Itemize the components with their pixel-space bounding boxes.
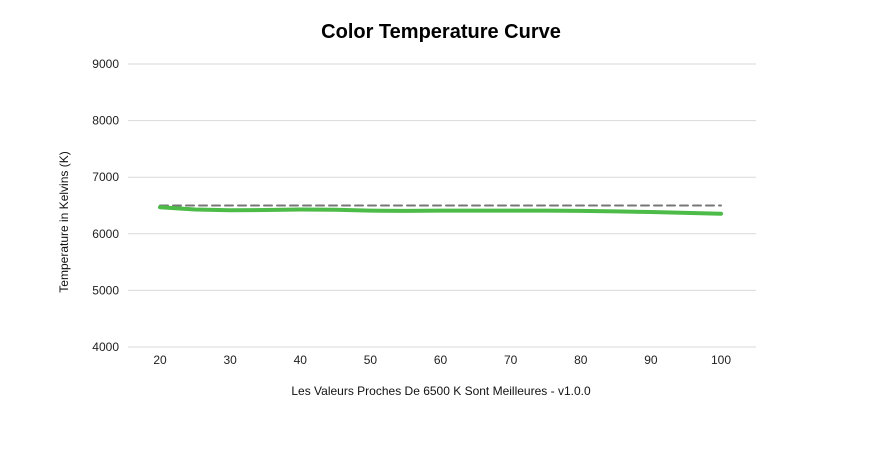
y-tick-label-5000: 5000 bbox=[92, 283, 119, 297]
x-tick-label-60: 60 bbox=[434, 353, 448, 367]
chart-title: Color Temperature Curve bbox=[321, 21, 561, 43]
x-axis-ticks: 20 30 40 50 60 70 80 90 100 bbox=[153, 353, 731, 367]
x-tick-label-40: 40 bbox=[294, 353, 308, 367]
x-tick-label-70: 70 bbox=[504, 353, 518, 367]
x-tick-label-80: 80 bbox=[574, 353, 588, 367]
grid-lines bbox=[128, 63, 756, 348]
y-tick-label-4000: 4000 bbox=[92, 340, 119, 354]
x-tick-label-50: 50 bbox=[364, 353, 378, 367]
y-tick-label-9000: 9000 bbox=[92, 57, 119, 71]
plot-series bbox=[158, 204, 723, 216]
y-tick-label-6000: 6000 bbox=[92, 227, 119, 241]
y-axis-ticks: 4000 5000 6000 7000 8000 9000 bbox=[92, 57, 119, 354]
y-tick-label-7000: 7000 bbox=[92, 170, 119, 184]
series-line-measured bbox=[158, 205, 723, 216]
y-tick-label-8000: 8000 bbox=[92, 114, 119, 128]
x-axis-label: Les Valeurs Proches De 6500 K Sont Meill… bbox=[291, 384, 591, 398]
x-tick-label-20: 20 bbox=[153, 353, 167, 367]
y-axis-label: Temperature in Kelvins (K) bbox=[57, 151, 71, 292]
x-tick-label-100: 100 bbox=[711, 353, 731, 367]
x-tick-label-90: 90 bbox=[644, 353, 658, 367]
x-tick-label-30: 30 bbox=[223, 353, 237, 367]
